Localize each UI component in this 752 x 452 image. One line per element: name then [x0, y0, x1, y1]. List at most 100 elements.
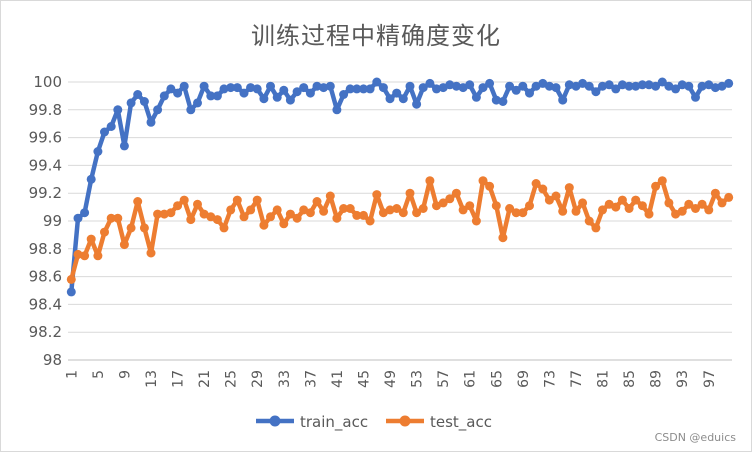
legend-item-test_acc: test_acc	[386, 413, 492, 432]
train_acc-point	[159, 91, 169, 101]
train_acc-point	[100, 127, 109, 137]
train_acc-point	[591, 87, 601, 97]
test_acc-point	[478, 176, 488, 186]
test_acc-point	[279, 219, 289, 229]
test_acc-point	[724, 192, 734, 202]
test_acc-point	[657, 176, 667, 186]
test_acc-point	[133, 197, 143, 206]
train_acc-point	[657, 77, 667, 87]
x-tick-label: 89	[649, 370, 665, 388]
train_acc-point	[266, 81, 275, 91]
train_acc-point	[432, 84, 441, 94]
train_acc-point	[146, 117, 156, 127]
train_acc-point	[139, 97, 149, 106]
y-tick-label: 98.6	[29, 268, 62, 286]
train_acc-point	[239, 88, 249, 98]
y-tick-label: 100	[33, 73, 62, 91]
train_acc-point	[126, 98, 136, 108]
train_acc-point	[292, 87, 302, 97]
y-axis-ticks: 98 98.2 98.4 98.6 98.8 99 99.2 99.4 99.6 99.8 100	[29, 73, 62, 369]
test_acc-point	[611, 202, 621, 212]
test_acc-point	[465, 201, 475, 211]
x-tick-label: 73	[542, 370, 558, 388]
test_acc-point	[518, 208, 528, 218]
train_acc-point	[451, 81, 461, 91]
x-tick-label: 57	[436, 370, 452, 388]
x-axis-ticks: 1 5 9 13 17 21 25 29 33 37 41 45 49 53 57 61 65 69 73 77 81 8…	[64, 370, 717, 388]
train_acc-point	[478, 83, 488, 93]
train_acc-point	[232, 83, 242, 93]
y-tick-label: 98.8	[29, 240, 62, 258]
test_acc-point	[571, 206, 581, 216]
train_acc-point	[345, 84, 355, 94]
train_acc-point	[259, 94, 269, 104]
x-tick-label: 5	[91, 370, 107, 379]
test_acc-point	[312, 197, 322, 206]
test_acc-point	[598, 205, 607, 215]
test_acc-point	[584, 216, 594, 226]
test_acc-point	[438, 198, 448, 208]
test_acc-point	[644, 209, 654, 219]
train_acc-point	[365, 84, 375, 94]
train_acc-point	[465, 80, 475, 90]
test_acc-point	[272, 205, 282, 215]
train_acc-point	[279, 85, 289, 95]
train_acc-point	[584, 81, 594, 91]
x-tick-label: 1	[64, 370, 80, 379]
test_acc-point	[511, 208, 521, 218]
train_acc-point	[305, 88, 315, 98]
test_acc-point	[677, 206, 687, 216]
x-tick-label: 25	[224, 370, 240, 388]
test_acc-point	[558, 206, 568, 216]
test_acc-point	[126, 223, 136, 233]
test_acc-point	[471, 216, 481, 226]
train_acc-point	[193, 98, 202, 108]
watermark: CSDN @eduics	[654, 431, 736, 444]
y-tick-label: 99.4	[29, 156, 62, 174]
legend-marker	[399, 415, 411, 427]
legend-item-train_acc: train_acc	[256, 413, 368, 432]
test_acc-point	[631, 195, 641, 205]
test_acc-point	[219, 223, 229, 233]
y-tick-label: 99.2	[29, 184, 62, 202]
test_acc-point	[717, 198, 727, 208]
y-tick-label: 98.4	[29, 295, 62, 313]
train_acc-point	[505, 81, 515, 91]
legend-marker	[269, 415, 281, 427]
test_acc-point	[212, 215, 222, 225]
test_acc-point	[319, 206, 329, 216]
y-tick-label: 98.2	[29, 323, 62, 341]
x-tick-label: 33	[277, 370, 293, 388]
train_acc-point	[551, 83, 561, 93]
train_acc-point	[518, 81, 528, 91]
x-tick-label: 97	[702, 370, 718, 388]
legend-label: test_acc	[430, 413, 492, 432]
test_acc-point	[285, 209, 295, 219]
train_acc-point	[378, 83, 388, 93]
y-tick-label: 99.8	[29, 101, 62, 119]
train_acc-point	[166, 84, 176, 94]
test_acc-point	[359, 210, 368, 220]
test_acc-point	[372, 190, 382, 200]
test_acc-point	[531, 179, 541, 188]
train_acc-point	[186, 105, 196, 115]
test_acc-point	[146, 248, 156, 258]
x-tick-label: 65	[489, 370, 505, 388]
test_acc-point	[332, 213, 342, 223]
test_acc-point	[339, 204, 349, 213]
train_acc-point	[332, 105, 342, 115]
train_acc-point	[325, 81, 335, 91]
x-tick-label: 37	[303, 370, 319, 388]
train_acc-point	[425, 78, 435, 88]
test_acc-point	[365, 216, 375, 226]
test_acc-point	[252, 195, 262, 205]
train_acc-point	[299, 83, 309, 93]
test_acc-point	[458, 205, 468, 215]
test_acc-point	[139, 223, 149, 233]
train_acc-point	[697, 81, 707, 91]
test_acc-point	[425, 176, 435, 186]
train_acc-point	[106, 122, 116, 131]
test_acc-point	[352, 210, 362, 220]
train_acc-point	[418, 83, 428, 93]
x-tick-label: 77	[569, 370, 585, 388]
